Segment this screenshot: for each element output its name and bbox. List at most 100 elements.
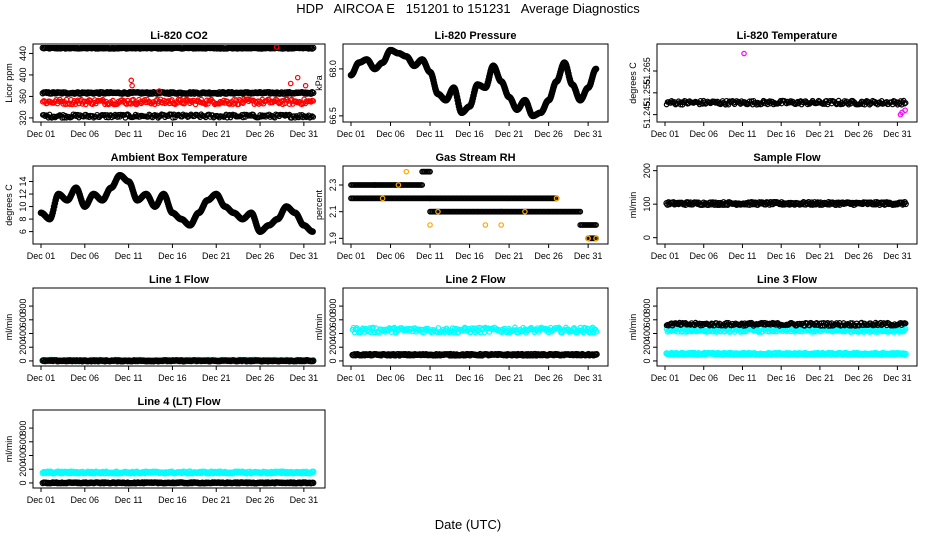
x-tick-label: Dec 06 <box>689 373 718 383</box>
point-red <box>310 98 317 104</box>
data-layer <box>348 168 599 242</box>
x-tick-label: Dec 31 <box>883 373 912 383</box>
x-tick-label: Dec 06 <box>71 129 100 139</box>
panel-title: Line 1 Flow <box>149 274 209 286</box>
y-tick-label: 400 <box>18 326 28 341</box>
point-orange-outlier <box>498 222 504 228</box>
point-orange-outlier <box>379 195 386 202</box>
point-orange-outlier <box>395 182 402 188</box>
point-mag-outlier <box>902 107 908 114</box>
y-tick-label: 200 <box>18 340 28 355</box>
x-tick-label: Dec 01 <box>337 251 366 261</box>
x-tick-label: Dec 11 <box>115 251 143 261</box>
point-temp <box>805 100 812 106</box>
point-mid <box>272 90 280 97</box>
x-tick-label: Dec 11 <box>416 251 444 261</box>
y-tick-label: 0 <box>18 358 28 363</box>
plot-frame <box>32 43 326 123</box>
plot-frame <box>342 43 609 123</box>
point-cyan <box>556 324 562 331</box>
point-pressure <box>592 65 600 73</box>
x-tick-label: Dec 26 <box>246 251 275 261</box>
point-cyan <box>902 325 909 332</box>
point-red <box>76 100 82 107</box>
plot-frame <box>656 287 918 367</box>
y-tick-label: 360 <box>18 89 28 104</box>
y-axis-label: ml/min <box>628 192 638 219</box>
x-tick-label: Dec 16 <box>158 251 187 261</box>
y-tick-label: 0 <box>642 235 652 240</box>
x-tick-label: Dec 11 <box>416 129 444 139</box>
point-mid <box>302 89 309 96</box>
y-tick-label: 51.245 <box>642 101 652 129</box>
x-tick-label: Dec 16 <box>767 373 796 383</box>
point-flow <box>902 320 909 327</box>
x-tick-label: Dec 21 <box>202 129 231 139</box>
data-layer <box>39 468 317 487</box>
y-tick-label: 66.5 <box>328 107 338 125</box>
main-title: HDP AIRCOA E 151201 to 151231 Average Di… <box>296 1 640 16</box>
point-orange-outlier <box>585 235 591 242</box>
y-tick-label: 600 <box>642 312 652 327</box>
x-tick-label: Dec 21 <box>495 129 524 139</box>
plot-frame <box>32 165 326 245</box>
y-tick-label: 100 <box>642 197 652 212</box>
point-orange-outlier <box>403 168 410 175</box>
y-tick-label: 400 <box>328 326 338 341</box>
y-tick-label: 400 <box>18 67 28 82</box>
plot-frame <box>32 409 326 489</box>
y-tick-label: 800 <box>328 299 338 314</box>
x-tick-label: Dec 21 <box>202 373 231 383</box>
point-low <box>240 114 246 121</box>
point-red <box>182 97 189 104</box>
x-tick-label: Dec 01 <box>651 373 680 383</box>
x-tick-label: Dec 31 <box>290 129 319 139</box>
x-tick-label: Dec 06 <box>689 129 718 139</box>
x-tick-label: Dec 11 <box>416 373 444 383</box>
y-tick-label: 14 <box>18 177 28 187</box>
y-tick-label: 200 <box>642 340 652 355</box>
x-tick-label: Dec 11 <box>115 129 143 139</box>
point-orange-outlier <box>482 222 489 228</box>
point-red-outlier <box>129 82 135 89</box>
point-red-outlier <box>302 82 309 89</box>
data-layer <box>349 324 600 359</box>
point-low <box>308 114 314 120</box>
point-cyan <box>512 324 518 331</box>
x-tick-label: Dec 01 <box>27 251 56 261</box>
x-tick-label: Dec 26 <box>844 373 873 383</box>
point-orange-outlier <box>522 208 528 215</box>
x-tick-label: Dec 31 <box>883 129 912 139</box>
y-tick-label: 6 <box>18 229 28 234</box>
x-tick-label: Dec 01 <box>337 373 366 383</box>
point-red-outlier <box>128 77 135 84</box>
y-axis-label: percent <box>314 189 324 220</box>
point-rh <box>577 208 584 215</box>
point-cyan <box>64 469 71 477</box>
x-tick-label: Dec 16 <box>455 129 484 139</box>
point-cyan <box>127 469 135 476</box>
x-tick-label: Dec 21 <box>806 373 835 383</box>
x-tick-label: Dec 06 <box>376 373 405 383</box>
y-tick-label: 600 <box>18 312 28 327</box>
x-tick-label: Dec 06 <box>71 373 100 383</box>
y-tick-label: 8 <box>18 217 28 222</box>
panel-title: Line 4 (LT) Flow <box>138 396 221 408</box>
x-tick-label: Dec 31 <box>290 251 319 261</box>
x-tick-label: Dec 11 <box>729 129 757 139</box>
point-cyan <box>370 324 376 331</box>
point-cyan <box>511 327 517 333</box>
x-tick-label: Dec 31 <box>574 373 603 383</box>
x-tick-label: Dec 26 <box>246 129 275 139</box>
point-red <box>188 98 194 104</box>
x-tick-label: Dec 21 <box>495 373 524 383</box>
y-tick-label: 10 <box>18 202 28 212</box>
x-tick-label: Dec 01 <box>27 373 56 383</box>
x-tick-label: Dec 26 <box>246 373 275 383</box>
panel-title: Gas Stream RH <box>435 152 515 164</box>
